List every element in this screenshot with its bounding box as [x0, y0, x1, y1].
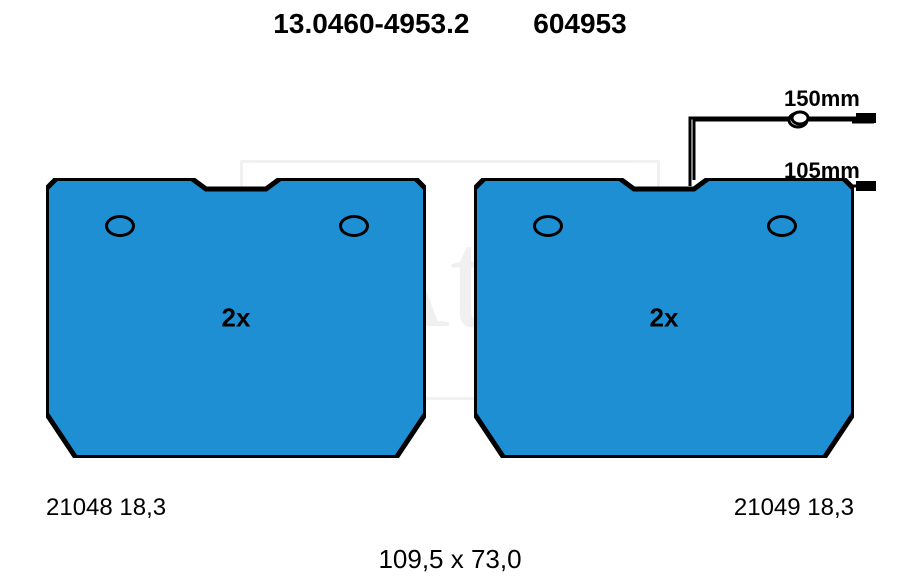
part-number: 13.0460-4953.2	[273, 8, 469, 39]
pad-right-hole-1	[533, 215, 563, 237]
header-codes: 13.0460-4953.2 604953	[0, 8, 900, 40]
brake-pad-right: 2x	[474, 178, 854, 458]
diagram-canvas: { "header": { "part_number": "13.0460-49…	[0, 0, 900, 586]
footer-code-right: 21049 18,3	[734, 494, 854, 522]
footer-dimensions: 109,5 x 73,0	[0, 544, 900, 575]
pad-left-hole-2	[339, 215, 369, 237]
pad-right-count: 2x	[650, 303, 679, 334]
pad-left-count: 2x	[222, 303, 251, 334]
pad-right-hole-2	[767, 215, 797, 237]
wire-length-top: 150mm	[784, 86, 860, 112]
alt-number: 604953	[533, 8, 626, 39]
footer-code-left: 21048 18,3	[46, 494, 166, 522]
brake-pad-left: 2x	[46, 178, 426, 458]
pad-left-hole-1	[105, 215, 135, 237]
pads-group: 2x 2x	[46, 178, 854, 478]
